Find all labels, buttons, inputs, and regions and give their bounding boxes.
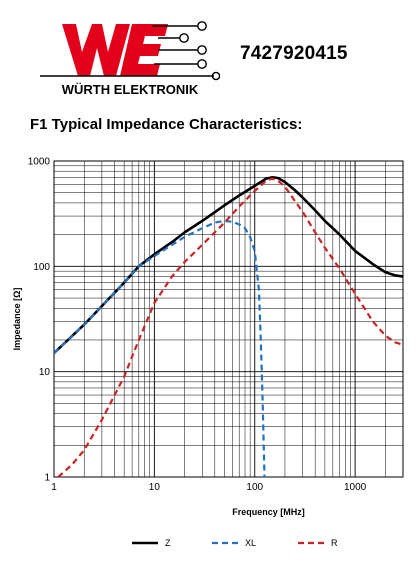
brand-name: WÜRTH ELEKTRONIK (62, 82, 199, 97)
series-line-r (57, 177, 403, 477)
x-tick-label: 100 (246, 482, 263, 493)
x-axis-label: Frequency [MHz] (232, 507, 305, 517)
y-tick-label: 10 (39, 367, 51, 378)
series-line-xl (54, 219, 266, 477)
logo-we-mark (62, 24, 168, 76)
chart-grid (53, 161, 404, 478)
chart-series (54, 175, 403, 477)
y-tick-label: 100 (33, 262, 50, 273)
y-tick-label: 1 (44, 473, 50, 484)
plot-frame (53, 160, 404, 478)
chart-legend: Z XL R (132, 538, 338, 548)
logo-w-shape (62, 24, 130, 76)
part-number: 7427920415 (240, 43, 348, 64)
y-tick-label: 1000 (28, 157, 51, 168)
legend-label-xl: XL (245, 538, 256, 548)
x-tick-label: 1 (51, 482, 57, 493)
x-tick-label: 10 (149, 482, 161, 493)
chart-title: F1 Typical Impedance Characteristics: (30, 116, 303, 133)
x-tick-label: 1000 (344, 482, 367, 493)
logo-circuit-lines (40, 21, 220, 81)
logo-e-shape (120, 24, 168, 76)
y-axis-label: Impedance [Ω] (12, 288, 22, 351)
wurth-elektronik-logo: WÜRTH ELEKTRONIK (40, 21, 220, 97)
legend-label-r: R (331, 538, 338, 548)
legend-label-z: Z (165, 538, 171, 548)
impedance-chart: 1 10 100 1000 1 10 100 1000 Frequency [MHz] Imp… (12, 157, 404, 548)
chart-ticks: 1 10 100 1000 1 10 100 1000 (28, 157, 367, 494)
